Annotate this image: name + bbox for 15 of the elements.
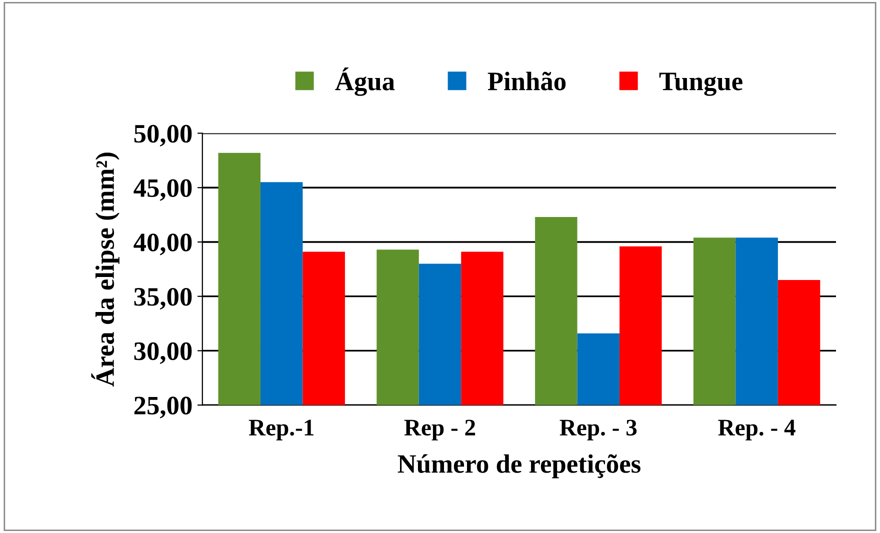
x-axis-title: Número de repetições — [398, 454, 640, 478]
y-axis-title: Área da elipse (mm²) — [91, 152, 120, 387]
y-tick-label: 25,00 — [134, 396, 192, 418]
legend-label: Pinhão — [488, 72, 566, 90]
x-tick-label: Rep.-1 — [248, 420, 314, 440]
y-tick-label: 35,00 — [134, 288, 192, 310]
x-tick-label: Rep - 2 — [404, 420, 476, 440]
x-tick-label: Rep. - 3 — [560, 420, 637, 440]
y-tick-label: 50,00 — [134, 124, 192, 146]
y-tick-label: 30,00 — [134, 342, 192, 364]
y-tick-label: 45,00 — [134, 179, 192, 201]
y-tick-label: 40,00 — [134, 234, 192, 256]
x-tick-label: Rep. - 4 — [718, 420, 796, 440]
legend-label: Tungue — [659, 72, 742, 96]
legend-label: Água — [335, 68, 395, 96]
